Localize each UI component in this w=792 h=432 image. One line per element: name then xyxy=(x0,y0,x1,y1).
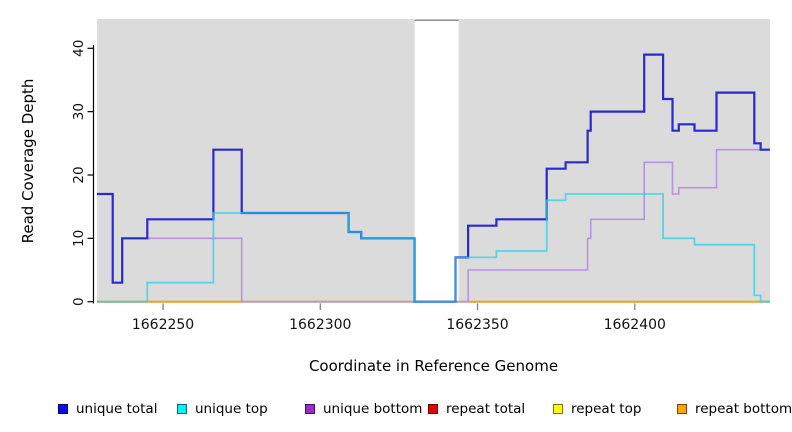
x-tick-label: 1662350 xyxy=(446,317,508,333)
legend-swatch-icon xyxy=(553,404,563,414)
legend-swatch-icon xyxy=(677,404,687,414)
legend-label: unique total xyxy=(76,401,158,417)
y-tick-label: 10 xyxy=(71,230,87,247)
x-tick-label: 1662250 xyxy=(132,317,194,333)
x-axis-title: Coordinate in Reference Genome xyxy=(309,357,558,375)
x-tick-label: 1662300 xyxy=(289,317,351,333)
legend-label: unique bottom xyxy=(323,401,423,417)
legend-item-repeat-top: repeat top xyxy=(553,399,641,419)
y-tick-label: 40 xyxy=(71,40,87,57)
legend-label: repeat bottom xyxy=(695,401,792,417)
legend-swatch-icon xyxy=(177,404,187,414)
y-axis-title: Read Coverage Depth xyxy=(19,79,37,244)
legend-swatch-icon xyxy=(305,404,315,414)
legend-label: repeat total xyxy=(446,401,526,417)
masked-region xyxy=(414,12,459,303)
y-tick-label: 0 xyxy=(71,297,87,306)
x-tick-label: 1662400 xyxy=(604,317,666,333)
legend-item-repeat-bottom: repeat bottom xyxy=(677,399,792,419)
legend-swatch-icon xyxy=(428,404,438,414)
legend-swatch-icon xyxy=(58,404,68,414)
series-unique-top xyxy=(97,193,770,303)
legend-label: repeat top xyxy=(571,401,642,417)
legend-item-repeat-total: repeat total xyxy=(428,399,525,419)
series-unique-total xyxy=(97,53,770,303)
y-tick-label: 30 xyxy=(71,103,87,120)
legend-item-unique-bottom: unique bottom xyxy=(305,399,422,419)
legend-item-unique-top: unique top xyxy=(177,399,268,419)
legend-item-unique-total: unique total xyxy=(58,399,157,419)
legend-label: unique top xyxy=(195,401,268,417)
y-tick-label: 20 xyxy=(71,166,87,183)
legend: unique total unique top unique bottom repea… xyxy=(0,399,792,421)
